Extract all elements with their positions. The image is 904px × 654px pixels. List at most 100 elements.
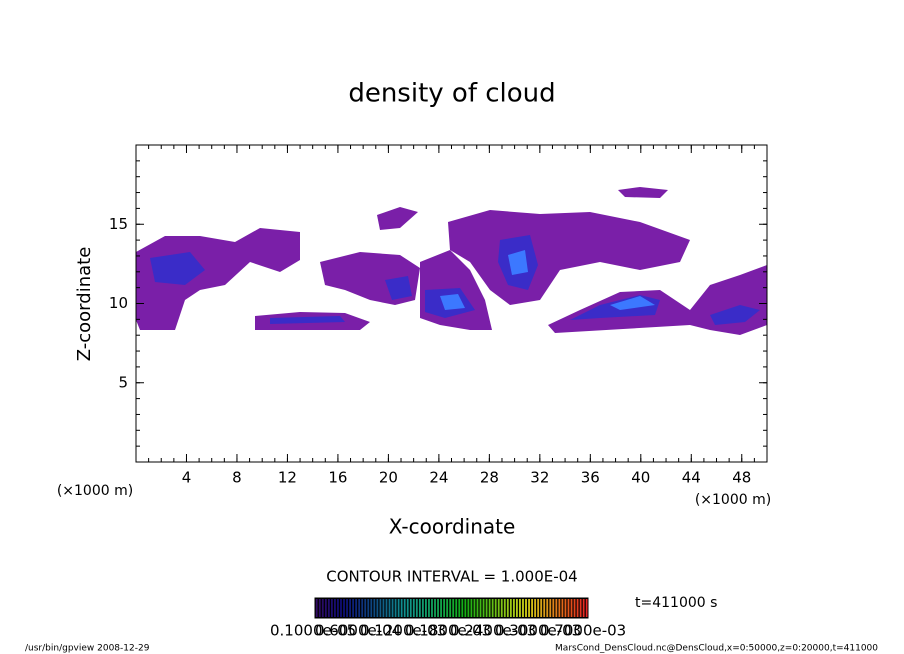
colorbar-stripe	[382, 599, 385, 617]
colorbar-stripe	[415, 599, 418, 617]
colorbar-stripe	[497, 599, 500, 617]
colorbar-stripe	[519, 599, 521, 617]
colorbar-label: 0.7000e-03	[540, 622, 626, 640]
colorbar-stripe	[467, 599, 470, 617]
colorbar-stripe	[412, 599, 415, 617]
x-tick-label: 48	[732, 469, 751, 487]
colorbar-stripe	[409, 599, 412, 617]
footer-right: MarsCond_DensCloud.nc@DensCloud,x=0:5000…	[555, 644, 878, 654]
colorbar-stripe	[428, 599, 430, 617]
colorbar-stripe	[528, 599, 530, 617]
y-tick-label: 10	[109, 294, 128, 312]
colorbar-stripe	[570, 599, 573, 617]
colorbar-stripe	[391, 599, 394, 617]
x-tick-label: 12	[278, 469, 297, 487]
colorbar-stripe	[355, 599, 358, 617]
colorbar-stripe	[340, 599, 342, 617]
x-tick-label: 28	[480, 469, 499, 487]
colorbar-stripe	[491, 599, 494, 617]
x-tick-label: 44	[682, 469, 701, 487]
x-tick-label: 24	[429, 469, 448, 487]
colorbar-label: 0.1000e-05	[270, 622, 356, 640]
colorbar-stripe	[500, 599, 503, 617]
colorbar-stripe	[346, 599, 348, 617]
chart-title: density of cloud	[348, 79, 555, 109]
colorbar-stripe	[321, 599, 324, 617]
colorbar-stripe	[388, 599, 391, 617]
colorbar-stripe	[337, 599, 339, 617]
y-tick-label: 15	[109, 215, 128, 233]
colorbar-stripe	[425, 599, 427, 617]
colorbar-stripe	[579, 599, 582, 617]
colorbar-stripe	[546, 599, 549, 617]
x-tick-label: 8	[232, 469, 242, 487]
colorbar-stripe	[512, 599, 515, 617]
colorbar-stripe	[506, 599, 509, 617]
colorbar-stripe	[434, 599, 436, 617]
colorbar-stripe	[549, 599, 552, 617]
colorbar-label: 0.2400e-03	[450, 622, 536, 640]
colorbar-stripe	[446, 599, 449, 617]
colorbar-stripe	[522, 599, 524, 617]
colorbar-stripe	[400, 599, 403, 617]
colorbar-stripe	[385, 599, 388, 617]
colorbar-stripe	[582, 599, 585, 617]
y-tick-label: 5	[118, 373, 128, 391]
colorbar-stripe	[458, 599, 461, 617]
colorbar-stripe	[564, 599, 567, 617]
colorbar-stripe	[509, 599, 512, 617]
colorbar-stripe	[558, 599, 561, 617]
colorbar-stripe	[394, 599, 397, 617]
colorbar-stripe	[361, 599, 364, 617]
colorbar-label: 0.3000e-03	[495, 622, 581, 640]
colorbar-stripe	[421, 599, 424, 617]
cloud-shading	[136, 187, 767, 335]
colorbar-stripe	[379, 599, 382, 617]
colorbar-stripe	[358, 599, 361, 617]
x-tick-label: 16	[328, 469, 347, 487]
colorbar-stripe	[452, 599, 455, 617]
colorbar-stripe	[443, 599, 446, 617]
colorbar-stripe	[576, 599, 579, 617]
colorbar-stripe	[479, 599, 482, 617]
colorbar-stripe	[327, 599, 330, 617]
colorbar-label: 0.1800e-03	[405, 622, 491, 640]
colorbar-stripe	[534, 599, 537, 617]
colorbar-stripe	[485, 599, 488, 617]
colorbar-stripe	[324, 599, 327, 617]
colorbar-frame	[314, 597, 589, 619]
colorbar-stripe	[470, 599, 473, 617]
colorbar-stripe	[397, 599, 400, 617]
colorbar-stripe	[461, 599, 464, 617]
colorbar-stripe	[403, 599, 406, 617]
colorbar-stripe	[552, 599, 555, 617]
colorbar-stripe	[567, 599, 570, 617]
x-tick-label: 40	[631, 469, 650, 487]
colorbar-stripe	[494, 599, 497, 617]
x-tick-label: 36	[581, 469, 600, 487]
colorbar-stripe	[476, 599, 479, 617]
colorbar-stripe	[516, 599, 518, 617]
footer-left: /usr/bin/gpview 2008-12-29	[25, 644, 150, 654]
colorbar-stripe	[373, 599, 376, 617]
colorbar-stripe	[540, 599, 543, 617]
colorbar-stripe	[449, 599, 452, 617]
colorbar-stripe	[473, 599, 476, 617]
time-label: t=411000 s	[635, 595, 717, 611]
colorbar-stripe	[370, 599, 373, 617]
colorbar-stripe	[406, 599, 409, 617]
colorbar-stripe	[352, 599, 355, 617]
x-tick-label: 20	[379, 469, 398, 487]
colorbar-stripe	[531, 599, 533, 617]
colorbar-label: 0.6000e-04	[315, 622, 401, 640]
colorbar-stripe	[464, 599, 467, 617]
colorbar-stripe	[349, 599, 351, 617]
colorbar-stripe	[585, 599, 588, 617]
colorbar-stripe	[431, 599, 433, 617]
x-axis-label: X-coordinate	[389, 515, 516, 539]
colorbar-stripe	[367, 599, 370, 617]
colorbar-stripe	[440, 599, 442, 617]
colorbar-stripe	[343, 599, 345, 617]
colorbar-stripe	[437, 599, 439, 617]
